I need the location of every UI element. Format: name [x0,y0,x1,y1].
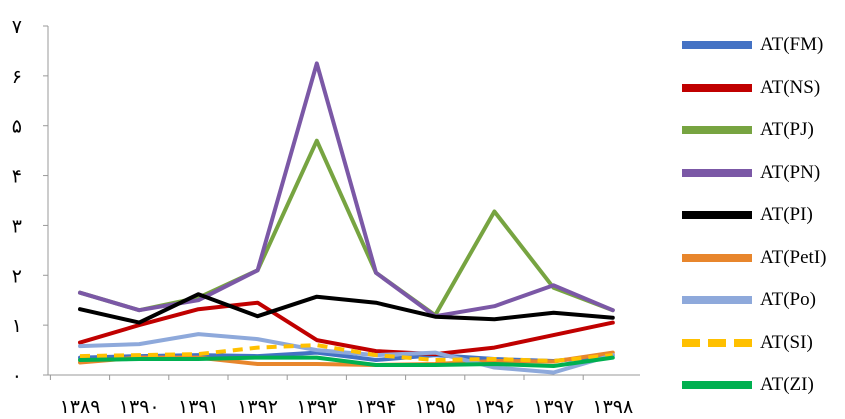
x-tick-label: ۱۳۸۹ [60,397,101,418]
y-tick-label: ۶ [12,67,22,88]
y-tick-label: ۴ [12,167,22,188]
legend-item: AT(Po) [682,289,842,332]
x-tick-label: ۱۳۹۲ [237,397,278,418]
legend-item: AT(SI) [682,332,842,375]
legend-item: AT(FM) [682,34,842,77]
legend-item: AT(PetI) [682,247,842,290]
y-tick-label: ۲ [12,266,22,287]
x-tick-label: ۱۳۹۵ [415,397,456,418]
legend-item: AT(NS) [682,77,842,120]
y-tick-label: ۷ [12,17,22,38]
legend-label: AT(SI) [760,331,813,353]
legend-item: AT(PJ) [682,119,842,162]
x-tick-label: ۱۳۹۰ [119,397,160,418]
series-line-8 [78,355,615,368]
x-tick-label: ۱۳۹۷ [533,397,574,418]
series-lines [78,61,615,375]
legend-label: AT(PN) [760,161,821,183]
series-line-3 [78,61,615,319]
legend-label: AT(PetI) [760,246,827,268]
legend-label: AT(NS) [760,76,821,98]
x-tick-label: ۱۳۹۴ [356,397,397,418]
series-line-7 [79,343,613,363]
legend-swatch [682,253,752,262]
legend-label: AT(FM) [760,34,824,55]
x-tick-label: ۱۳۹۸ [592,397,633,418]
legend-swatch [682,338,752,347]
legend-label: AT(ZI) [760,374,814,395]
y-tick-label: ۳ [12,216,22,237]
legend-swatch [682,211,752,219]
x-tick-label: ۱۳۹۳ [296,397,337,418]
series-line-1 [78,300,615,357]
legend-item: AT(ZI) [682,374,842,417]
x-tick-label: ۱۳۹۶ [474,397,515,418]
legend-label: AT(PI) [760,204,813,225]
legend-swatch [682,41,752,49]
y-tick-labels: ۰ ۱ ۲ ۳ ۴ ۵ ۶ ۷ [12,17,48,387]
series-line-6 [78,332,615,375]
legend-label: AT(Po) [760,289,816,310]
legend-item: AT(PI) [682,204,842,247]
series-line-4 [78,292,615,325]
x-tick-label: ۱۳۹۱ [178,397,219,418]
legend-swatch [682,126,752,134]
y-tick-label: ۵ [12,117,22,138]
legend-swatch [682,296,752,304]
legend: AT(FM) AT(NS) AT(PJ) AT(PN) AT(PI) AT(PetI) AT… [682,34,842,417]
legend-item: AT(PN) [682,162,842,205]
y-tick-label: ۱ [12,316,22,337]
legend-swatch [682,168,752,177]
legend-label: AT(PJ) [760,119,814,140]
legend-swatch [682,83,752,92]
legend-swatch [682,381,752,389]
x-tick-labels: ۱۳۸۹ ۱۳۹۰ ۱۳۹۱ ۱۳۹۲ ۱۳۹۳ ۱۳۹۴ ۱۳۹۵ ۱۳۹۶ ۱۳۹۷ ۱۳۹۸ [49,375,633,418]
y-tick-label: ۰ [12,366,22,387]
